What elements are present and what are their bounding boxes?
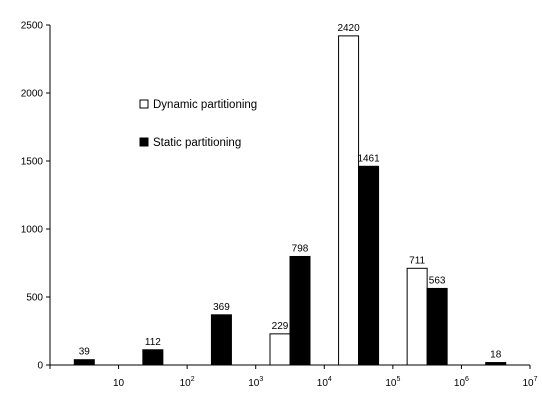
legend-swatch <box>139 137 149 147</box>
bar-static-partitioning <box>142 349 164 366</box>
data-label-static: 563 <box>429 275 446 286</box>
data-label-dynamic: 229 <box>272 321 289 332</box>
x-tick-label: 107 <box>522 376 537 389</box>
y-tick-label: 1500 <box>21 157 44 168</box>
bar-dynamic-partitioning <box>269 333 291 366</box>
bar-static-partitioning <box>485 362 507 366</box>
bar-static-partitioning <box>426 287 448 366</box>
bar-dynamic-partitioning <box>338 35 360 366</box>
y-tick-label: 1000 <box>21 225 44 236</box>
bar-dynamic-partitioning <box>406 267 428 366</box>
x-tick-label: 105 <box>385 376 400 389</box>
data-label-static: 112 <box>145 337 161 348</box>
legend-label: Static partitioning <box>153 137 241 149</box>
x-tick-label: 103 <box>248 376 263 389</box>
legend-label: Dynamic partitioning <box>153 99 257 111</box>
data-label-dynamic: 711 <box>409 255 425 266</box>
x-tick-label: 104 <box>317 376 332 389</box>
bar-static-partitioning <box>289 255 311 366</box>
x-tick-label: 106 <box>454 376 469 389</box>
legend-swatch <box>139 99 149 109</box>
data-label-static: 798 <box>292 243 309 254</box>
x-tick-label: 10 <box>113 378 125 389</box>
data-label-static: 18 <box>490 350 502 361</box>
y-tick-label: 2500 <box>21 21 44 32</box>
data-label-static: 1461 <box>357 153 380 164</box>
y-tick-label: 0 <box>37 361 43 372</box>
data-label-static: 369 <box>213 302 230 313</box>
x-tick-label: 102 <box>180 376 195 389</box>
bar-static-partitioning <box>73 359 95 366</box>
bar-static-partitioning <box>358 165 380 366</box>
data-label-static: 39 <box>79 347 91 358</box>
y-tick-label: 2000 <box>21 89 44 100</box>
y-tick-label: 500 <box>26 293 43 304</box>
data-label-dynamic: 2420 <box>337 23 360 34</box>
bar-static-partitioning <box>210 314 232 366</box>
